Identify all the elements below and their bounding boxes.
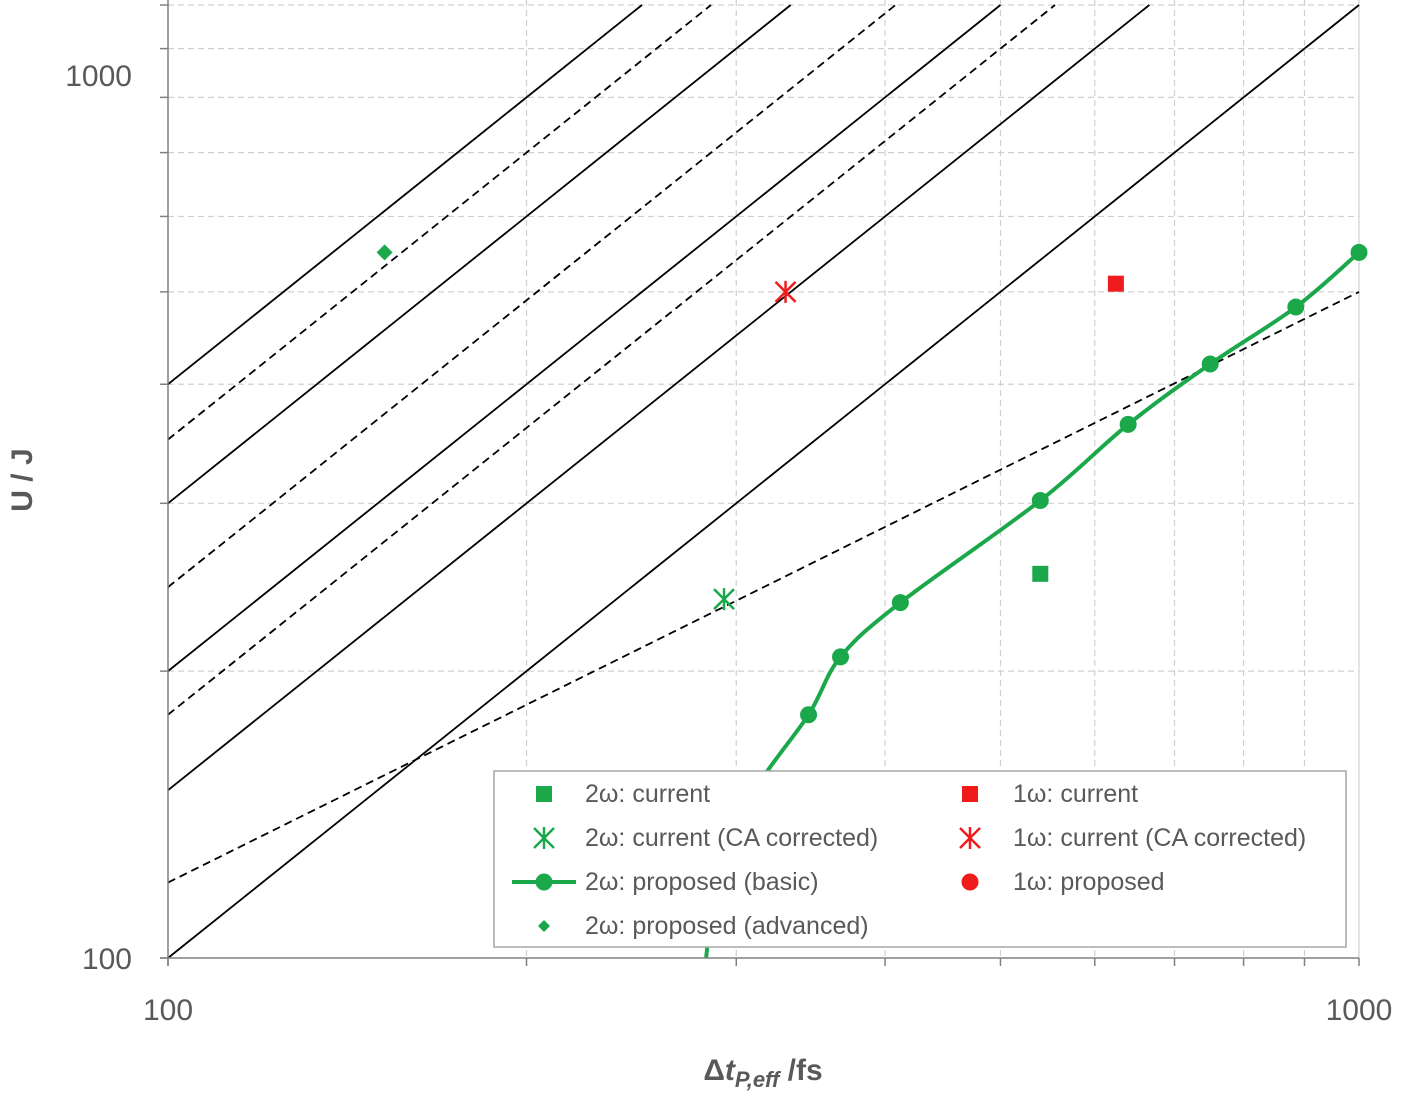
reference-line-solid <box>167 4 1360 959</box>
legend-label-2w-current: 2ω: current <box>585 780 710 808</box>
data-point-square-green <box>1032 565 1049 582</box>
x-axis-title-t: t <box>725 1054 737 1087</box>
reference-line-dashed <box>167 291 1360 884</box>
x-axis-title-subscript: P,eff <box>735 1067 782 1092</box>
y-tick-label-100: 100 <box>82 943 132 976</box>
data-point-2w-proposed-basic <box>891 594 909 612</box>
x-tick-label-100: 100 <box>143 994 193 1027</box>
legend-marker-square-red <box>962 786 978 802</box>
reference-line-solid <box>167 4 1150 791</box>
legend-label-2w-current-ca: 2ω: current (CA corrected) <box>585 824 878 852</box>
data-point-2w-proposed-basic <box>832 648 850 666</box>
legend-marker-square-green <box>536 786 552 802</box>
data-point-2w-proposed-basic <box>1287 298 1305 316</box>
legend-marker-circle <box>535 873 553 891</box>
y-tick-label-1000: 1000 <box>65 60 132 93</box>
data-point-asterisk-green <box>713 588 735 611</box>
data-point-2w-proposed-basic <box>1119 415 1137 433</box>
reference-line-dashed <box>167 4 1056 716</box>
legend-label-1w-proposed: 1ω: proposed <box>1013 868 1165 896</box>
legend-label-2w-proposed-advanced: 2ω: proposed (advanced) <box>585 912 869 940</box>
legend-marker-diamond-shape <box>538 920 550 932</box>
reference-line-dashed <box>167 4 712 441</box>
legend-marker-circle-red <box>961 873 979 891</box>
data-point-2w-proposed-basic <box>1031 492 1049 510</box>
reference-line-solid <box>167 4 792 505</box>
reference-lines <box>167 4 1360 959</box>
data-point-2w-proposed-basic <box>1201 355 1219 373</box>
data-point-2w-proposed-basic <box>800 706 818 724</box>
data-point-2w-proposed-basic <box>1350 243 1368 261</box>
axes <box>160 0 1360 966</box>
legend-marker-asterisk-green <box>533 827 555 849</box>
data-point-diamond-green <box>376 244 393 261</box>
x-axis-title: ΔtP,eff /fs <box>703 1054 822 1092</box>
reference-line-solid <box>167 4 1002 672</box>
legend-box <box>493 770 1347 948</box>
legend-label-1w-current-ca: 1ω: current (CA corrected) <box>1013 824 1306 852</box>
legend: 2ω: current 1ω: current 2ω: current (CA … <box>493 770 1347 948</box>
x-tick-label-1000: 1000 <box>1326 994 1393 1027</box>
legend-markers <box>512 786 981 932</box>
y-axis-title: U / J <box>6 448 39 511</box>
legend-marker-asterisk-red <box>959 827 981 849</box>
major-grid <box>168 0 1360 958</box>
data-point-asterisk-red <box>774 280 797 303</box>
legend-label-1w-current: 1ω: current <box>1013 780 1138 808</box>
reference-line-solid <box>167 4 643 385</box>
x-axis-title-delta: Δ <box>703 1054 725 1087</box>
x-axis-title-unit: /fs <box>779 1054 822 1087</box>
legend-marker-diamond <box>538 920 550 932</box>
data-point-square-red <box>1107 275 1124 292</box>
legend-label-2w-proposed-basic: 2ω: proposed (basic) <box>585 868 819 896</box>
